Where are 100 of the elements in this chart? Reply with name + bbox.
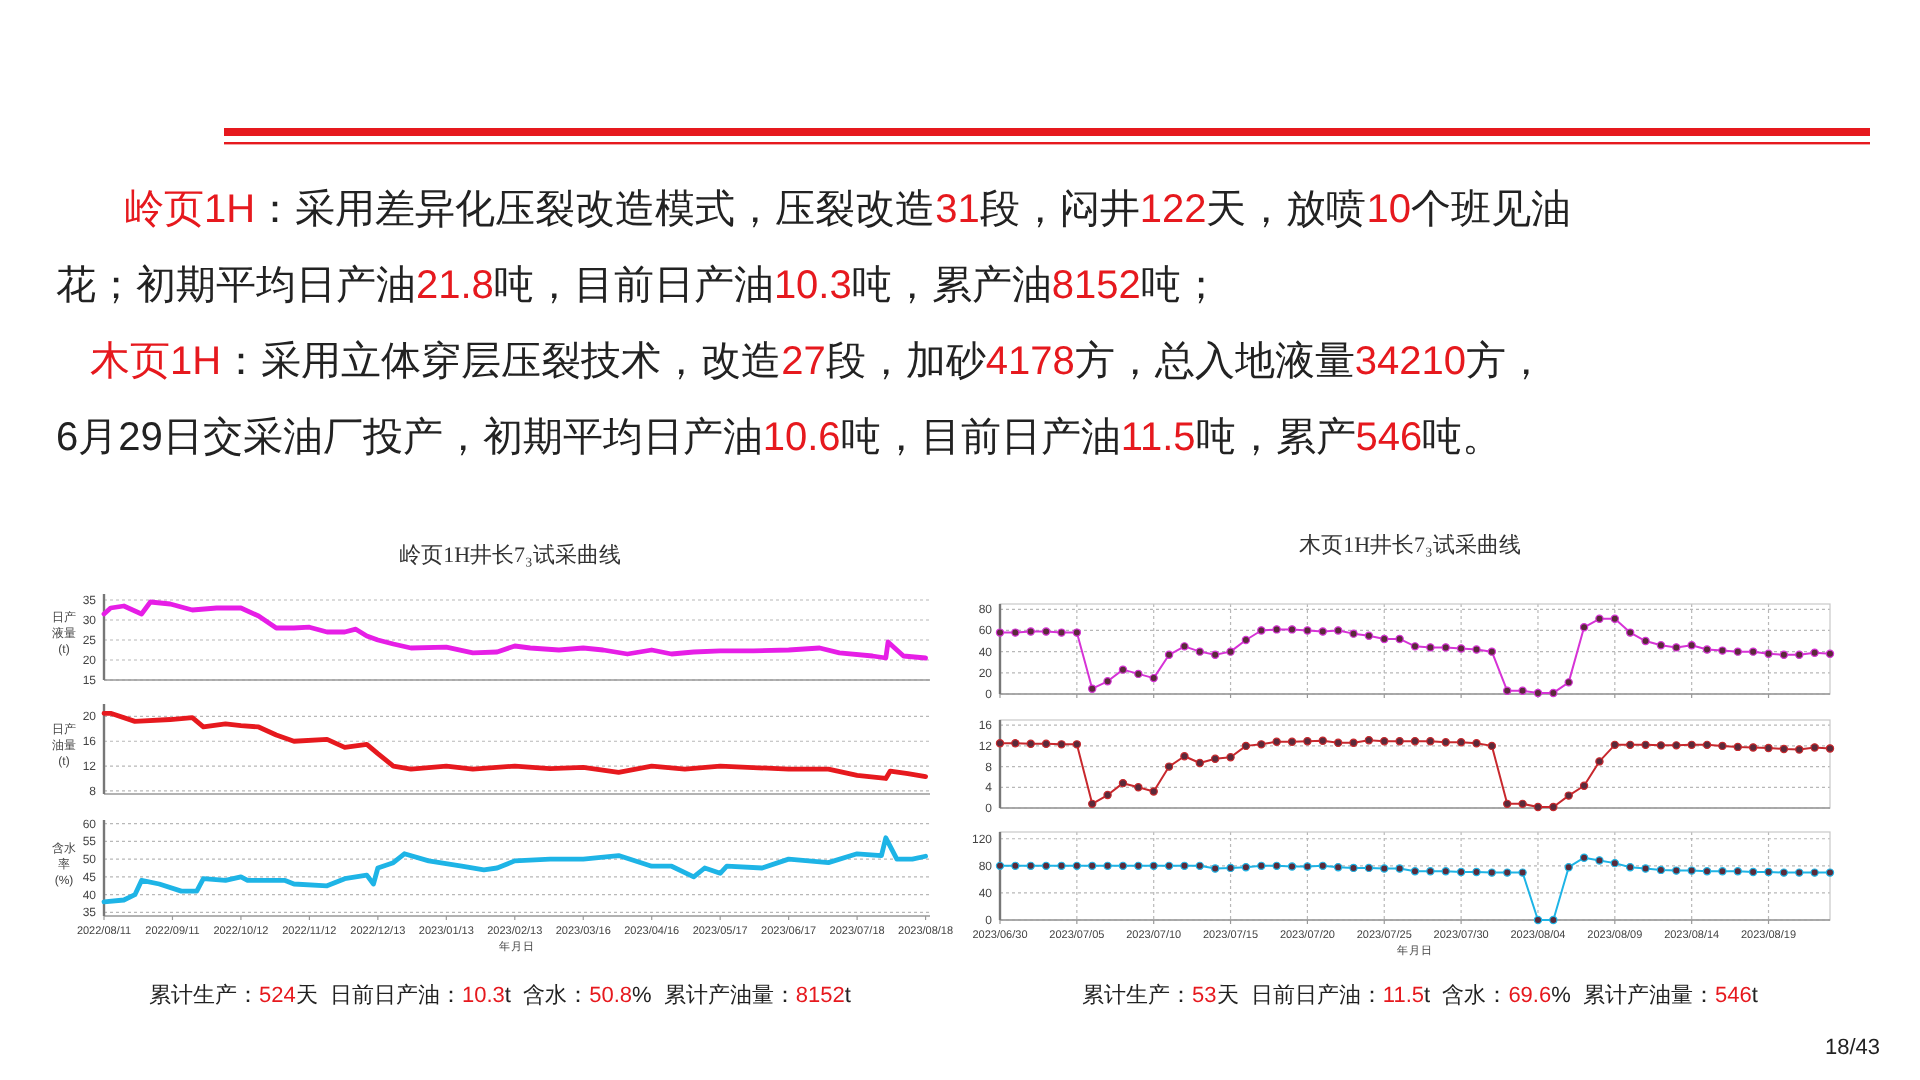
point: [1072, 740, 1082, 749]
point: [1088, 799, 1097, 809]
point: [1764, 649, 1773, 658]
point: [1272, 861, 1281, 871]
point: [1226, 647, 1235, 656]
annotation: 木页1H：采用立体穿层压裂技术，改造27段，加砂4178方，总入地液量34210方，: [90, 340, 1546, 384]
point: [1257, 626, 1266, 635]
point: [1487, 868, 1497, 877]
point: [1164, 762, 1174, 771]
point: [1549, 915, 1558, 925]
point: [1426, 643, 1435, 652]
point: [1656, 741, 1666, 750]
point: [1349, 738, 1358, 747]
point: [995, 628, 1005, 637]
point: [1825, 868, 1835, 877]
point: [1764, 867, 1773, 877]
point: [1472, 739, 1481, 748]
point: [1241, 635, 1251, 645]
point: [1118, 665, 1128, 674]
point: [1687, 740, 1696, 750]
chart-title: 岭页1H井长7₃试采曲线: [399, 542, 621, 568]
point: [1503, 686, 1512, 696]
point: [1241, 741, 1251, 751]
point: [1795, 650, 1804, 660]
point: [1518, 799, 1527, 809]
point: [1441, 738, 1450, 747]
point: [1595, 757, 1604, 766]
point: [1333, 626, 1343, 635]
point: [1041, 861, 1051, 871]
point: [1733, 867, 1742, 876]
point: [1687, 866, 1696, 875]
point: [1441, 867, 1450, 876]
point: [1103, 677, 1112, 686]
point: [1134, 861, 1143, 871]
point: [1210, 864, 1220, 873]
point: [1149, 861, 1158, 871]
point: [1702, 867, 1712, 876]
line-series: [101, 599, 928, 661]
point: [1641, 636, 1650, 646]
point: [1241, 863, 1251, 872]
annotation: 岭页1H：采用差异化压裂改造模式，压裂改造31段，闷井122天，放喷10个班见油: [124, 188, 1571, 232]
point: [1625, 863, 1635, 872]
point: [1779, 744, 1789, 754]
point: [1549, 688, 1558, 698]
point: [1733, 647, 1742, 656]
point: [1533, 802, 1543, 812]
annotation: 18/43: [1824, 1036, 1880, 1060]
point: [1303, 626, 1312, 635]
point: [1395, 864, 1404, 873]
point: [1149, 673, 1158, 683]
point: [1641, 740, 1650, 750]
point: [1825, 649, 1835, 658]
point: [1441, 643, 1450, 652]
point: [1456, 644, 1466, 653]
point: [1472, 867, 1481, 877]
point: [1764, 743, 1773, 753]
chart-title: 木页1H井长7₃试采曲线: [1299, 532, 1521, 558]
point: [1672, 741, 1681, 750]
point: [1672, 866, 1681, 875]
point: [1318, 736, 1327, 745]
point: [1118, 861, 1128, 871]
point: [1518, 868, 1527, 877]
line-series: [101, 710, 928, 781]
point: [1380, 864, 1389, 873]
point: [1426, 737, 1435, 746]
point: [1625, 628, 1635, 637]
point: [1610, 614, 1620, 624]
point: [1410, 867, 1420, 876]
point: [1180, 752, 1189, 761]
point: [1303, 737, 1312, 746]
point: [1349, 863, 1358, 873]
point: [1210, 650, 1220, 660]
point: [1426, 867, 1435, 876]
point: [1057, 861, 1066, 871]
point: [1272, 625, 1281, 634]
point: [1702, 645, 1712, 654]
point: [1303, 862, 1312, 871]
point: [1503, 799, 1512, 809]
point: [1395, 634, 1404, 644]
point: [1564, 678, 1573, 687]
point: [1057, 740, 1066, 749]
point: [1380, 634, 1389, 644]
point: [1595, 856, 1604, 865]
point: [1226, 753, 1235, 762]
point: [1088, 861, 1097, 871]
point: [1487, 647, 1497, 656]
point: [1318, 627, 1327, 636]
point: [1718, 741, 1727, 751]
point: [1026, 627, 1035, 636]
point: [1103, 861, 1112, 871]
point: [995, 739, 1005, 748]
point: [1026, 861, 1035, 871]
point: [1072, 861, 1082, 871]
point: [1364, 631, 1374, 640]
point: [1579, 623, 1589, 632]
point: [1795, 745, 1804, 754]
point: [1180, 642, 1189, 651]
point: [1226, 863, 1235, 873]
point: [1733, 742, 1742, 752]
annotation: 累计生产：524天 日前日产油：10.3t 含水：50.8% 累计产油量：8152t: [149, 984, 851, 1008]
